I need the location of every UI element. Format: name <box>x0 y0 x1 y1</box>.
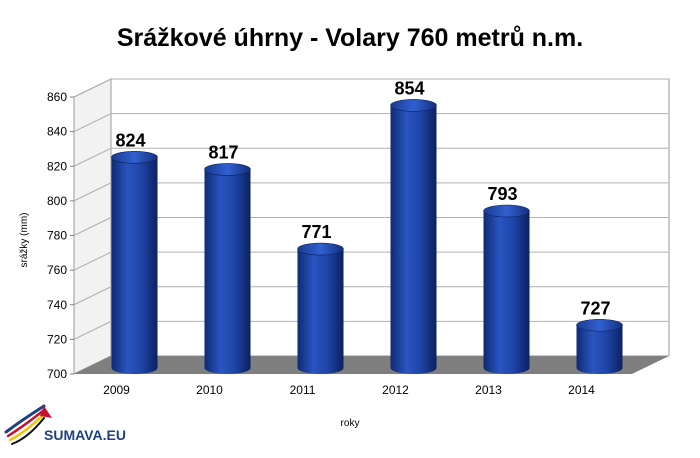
y-tick-label: 860 <box>47 90 67 104</box>
data-labels: 824 817 771 854 793 727 <box>115 78 610 318</box>
y-axis-ticks: 700 720 740 760 780 800 820 840 860 <box>47 90 74 381</box>
gridline-depth <box>73 286 112 306</box>
x-axis-label: roky <box>341 418 360 429</box>
data-label: 771 <box>301 222 331 242</box>
y-tick-label: 780 <box>47 229 67 243</box>
x-tick-label: 2010 <box>196 383 223 397</box>
bar-top <box>111 151 158 164</box>
bar-top <box>483 204 530 218</box>
bar <box>297 242 344 374</box>
y-tick-label: 720 <box>47 332 67 346</box>
x-tick-label: 2013 <box>475 383 502 397</box>
data-label: 727 <box>580 298 610 318</box>
sumava-logo: SUMAVA.EU <box>4 404 126 445</box>
x-tick-label: 2014 <box>568 383 595 397</box>
bar <box>204 163 251 374</box>
x-tick-label: 2009 <box>103 383 130 397</box>
gridline-depth <box>73 113 112 133</box>
logo-text: SUMAVA.EU <box>44 427 126 443</box>
chart-title: Srážkové úhrny - Volary 760 metrů n.m. <box>117 24 583 52</box>
bar-top <box>297 242 344 256</box>
x-tick-label: 2012 <box>382 383 409 397</box>
x-tick-label: 2011 <box>290 383 316 397</box>
bar-body <box>576 325 623 374</box>
logo-mark-icon <box>4 404 52 445</box>
x-axis-ticks: 2009 2010 2011 2012 2013 2014 <box>103 383 595 397</box>
bar-body <box>111 157 158 374</box>
y-tick-label: 740 <box>47 298 67 312</box>
bar-body <box>390 105 437 374</box>
gridline-depth <box>73 147 112 167</box>
gridline-depth <box>73 251 112 271</box>
bar <box>111 151 158 374</box>
data-label: 793 <box>487 184 517 204</box>
bar <box>576 318 623 374</box>
y-tick-label: 840 <box>47 125 67 139</box>
data-label: 817 <box>208 142 238 162</box>
gridline-depth <box>73 320 112 340</box>
data-label: 854 <box>394 78 424 98</box>
y-tick-label: 800 <box>47 194 67 208</box>
data-label: 824 <box>115 130 145 150</box>
bars <box>111 99 623 374</box>
y-axis-label: srážky (mm) <box>19 213 30 268</box>
bar-body <box>204 169 251 374</box>
gridline-depth <box>73 182 112 202</box>
bar <box>483 204 530 374</box>
bar-body <box>297 249 344 374</box>
gridline-depth <box>73 217 112 236</box>
bar-top <box>390 99 437 112</box>
y-tick-label: 760 <box>47 263 67 277</box>
y-tick-label: 700 <box>47 367 67 381</box>
bar-body <box>483 210 530 374</box>
bar <box>390 99 437 374</box>
gridlines <box>73 78 669 340</box>
bar-top <box>576 318 623 332</box>
y-tick-label: 820 <box>47 159 67 173</box>
gridline-depth <box>73 78 112 98</box>
bar-top <box>204 163 251 176</box>
